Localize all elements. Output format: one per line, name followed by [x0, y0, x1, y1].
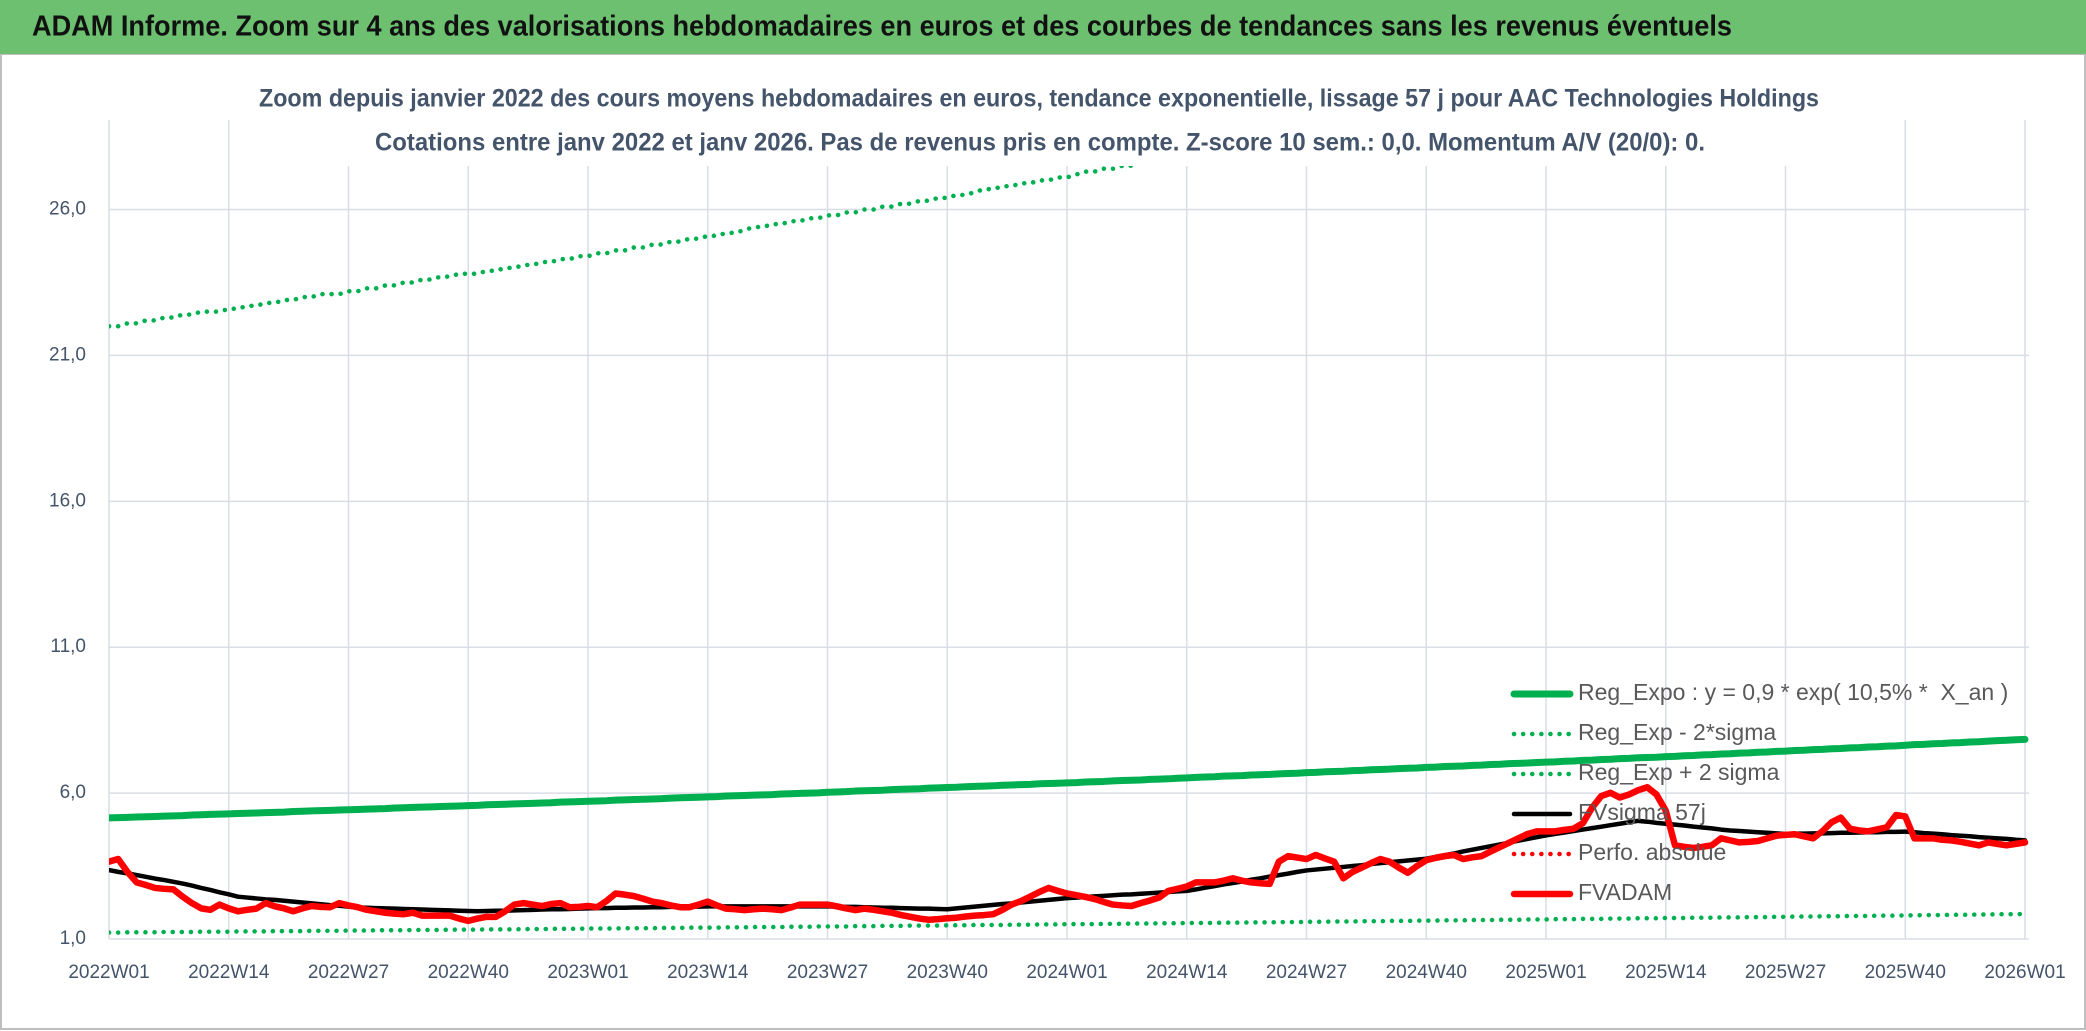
y-tick-label: 11,0	[50, 636, 86, 657]
title-box	[250, 78, 1840, 166]
y-tick-label: 26,0	[49, 199, 86, 220]
x-tick-label: 2024W01	[1026, 962, 1107, 983]
y-tick-label: 6,0	[60, 782, 86, 803]
x-tick-label: 2026W01	[1984, 962, 2065, 983]
x-tick-label: 2023W40	[907, 962, 988, 983]
x-tick-label: 2025W40	[1865, 962, 1946, 983]
legend-label: Reg_Expo : y = 0,9 * exp( 10,5% * X_an )	[1578, 679, 2008, 705]
y-tick-label: 21,0	[49, 344, 86, 365]
legend-label: FVADAM	[1578, 879, 1672, 905]
x-tick-label: 2022W27	[308, 962, 389, 983]
x-tick-label: 2022W01	[68, 962, 149, 983]
x-tick-label: 2025W01	[1505, 962, 1586, 983]
series-line	[109, 735, 2029, 822]
y-tick-label: 16,0	[49, 490, 86, 511]
legend-label: Reg_Exp - 2*sigma	[1578, 719, 1776, 745]
x-tick-label: 2025W27	[1745, 962, 1826, 983]
x-tick-label: 2023W14	[667, 962, 749, 983]
series-line	[109, 818, 2028, 914]
legend-label: FVsigma 57j	[1578, 799, 1706, 825]
header-bar	[0, 0, 2086, 54]
series-line	[109, 122, 1379, 329]
x-tick-label: 2024W27	[1266, 962, 1347, 983]
x-tick-label: 2024W40	[1386, 962, 1467, 983]
header-title: ADAM Informe. Zoom sur 4 ans des valoris…	[32, 11, 1732, 43]
y-tick-label: 1,0	[60, 928, 86, 949]
series-line	[109, 911, 2028, 935]
legend-label: Perfo. absolue	[1578, 839, 1726, 865]
chart-title: Zoom depuis janvier 2022 des cours moyen…	[259, 85, 1819, 113]
x-tick-label: 2022W14	[188, 962, 270, 983]
series-line	[109, 784, 2029, 925]
x-tick-label: 2023W27	[787, 962, 868, 983]
x-tick-label: 2025W14	[1625, 962, 1707, 983]
legend-label: Reg_Exp + 2 sigma	[1578, 759, 1780, 785]
legend: Reg_Expo : y = 0,9 * exp( 10,5% * X_an )…	[1510, 679, 2008, 905]
chart-subtitle: Cotations entre janv 2022 et janv 2026. …	[375, 129, 1705, 157]
axes: 1,0 6,0 11,0 16,0 21,0 26,0 2022W01 2022W14 2022…	[49, 199, 2066, 983]
plot-area	[109, 122, 2029, 935]
x-tick-label: 2024W14	[1146, 962, 1228, 983]
x-tick-label: 2023W01	[547, 962, 628, 983]
x-tick-label: 2022W40	[428, 962, 509, 983]
